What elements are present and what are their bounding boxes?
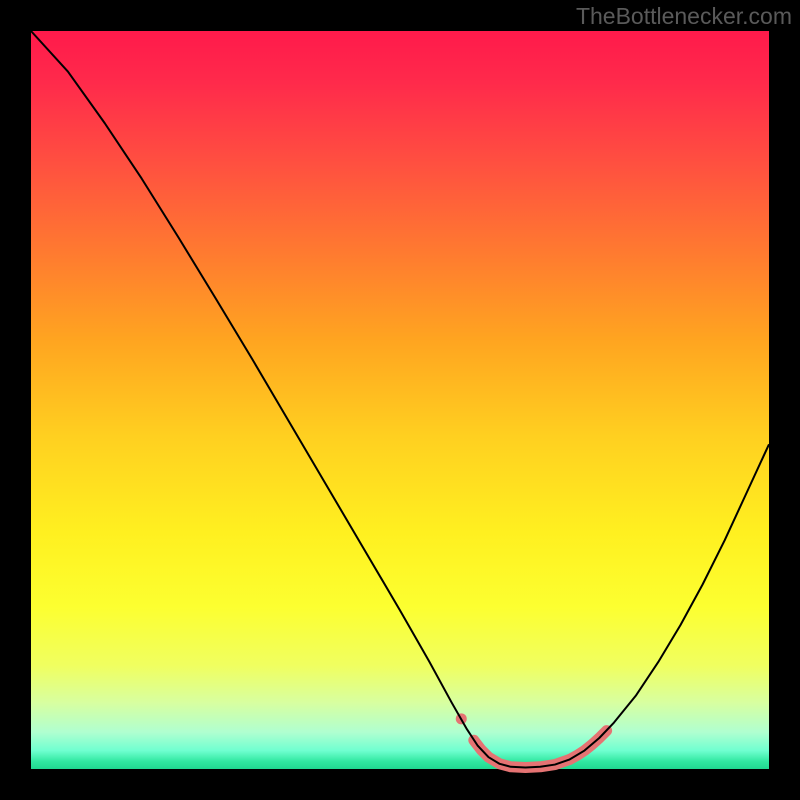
chart-container: TheBottlenecker.com bbox=[0, 0, 800, 800]
highlight-overlay bbox=[456, 713, 607, 767]
curve-svg-layer bbox=[31, 31, 769, 769]
bottleneck-curve bbox=[31, 31, 769, 768]
watermark-text: TheBottlenecker.com bbox=[576, 3, 792, 30]
plot-area bbox=[31, 31, 769, 769]
